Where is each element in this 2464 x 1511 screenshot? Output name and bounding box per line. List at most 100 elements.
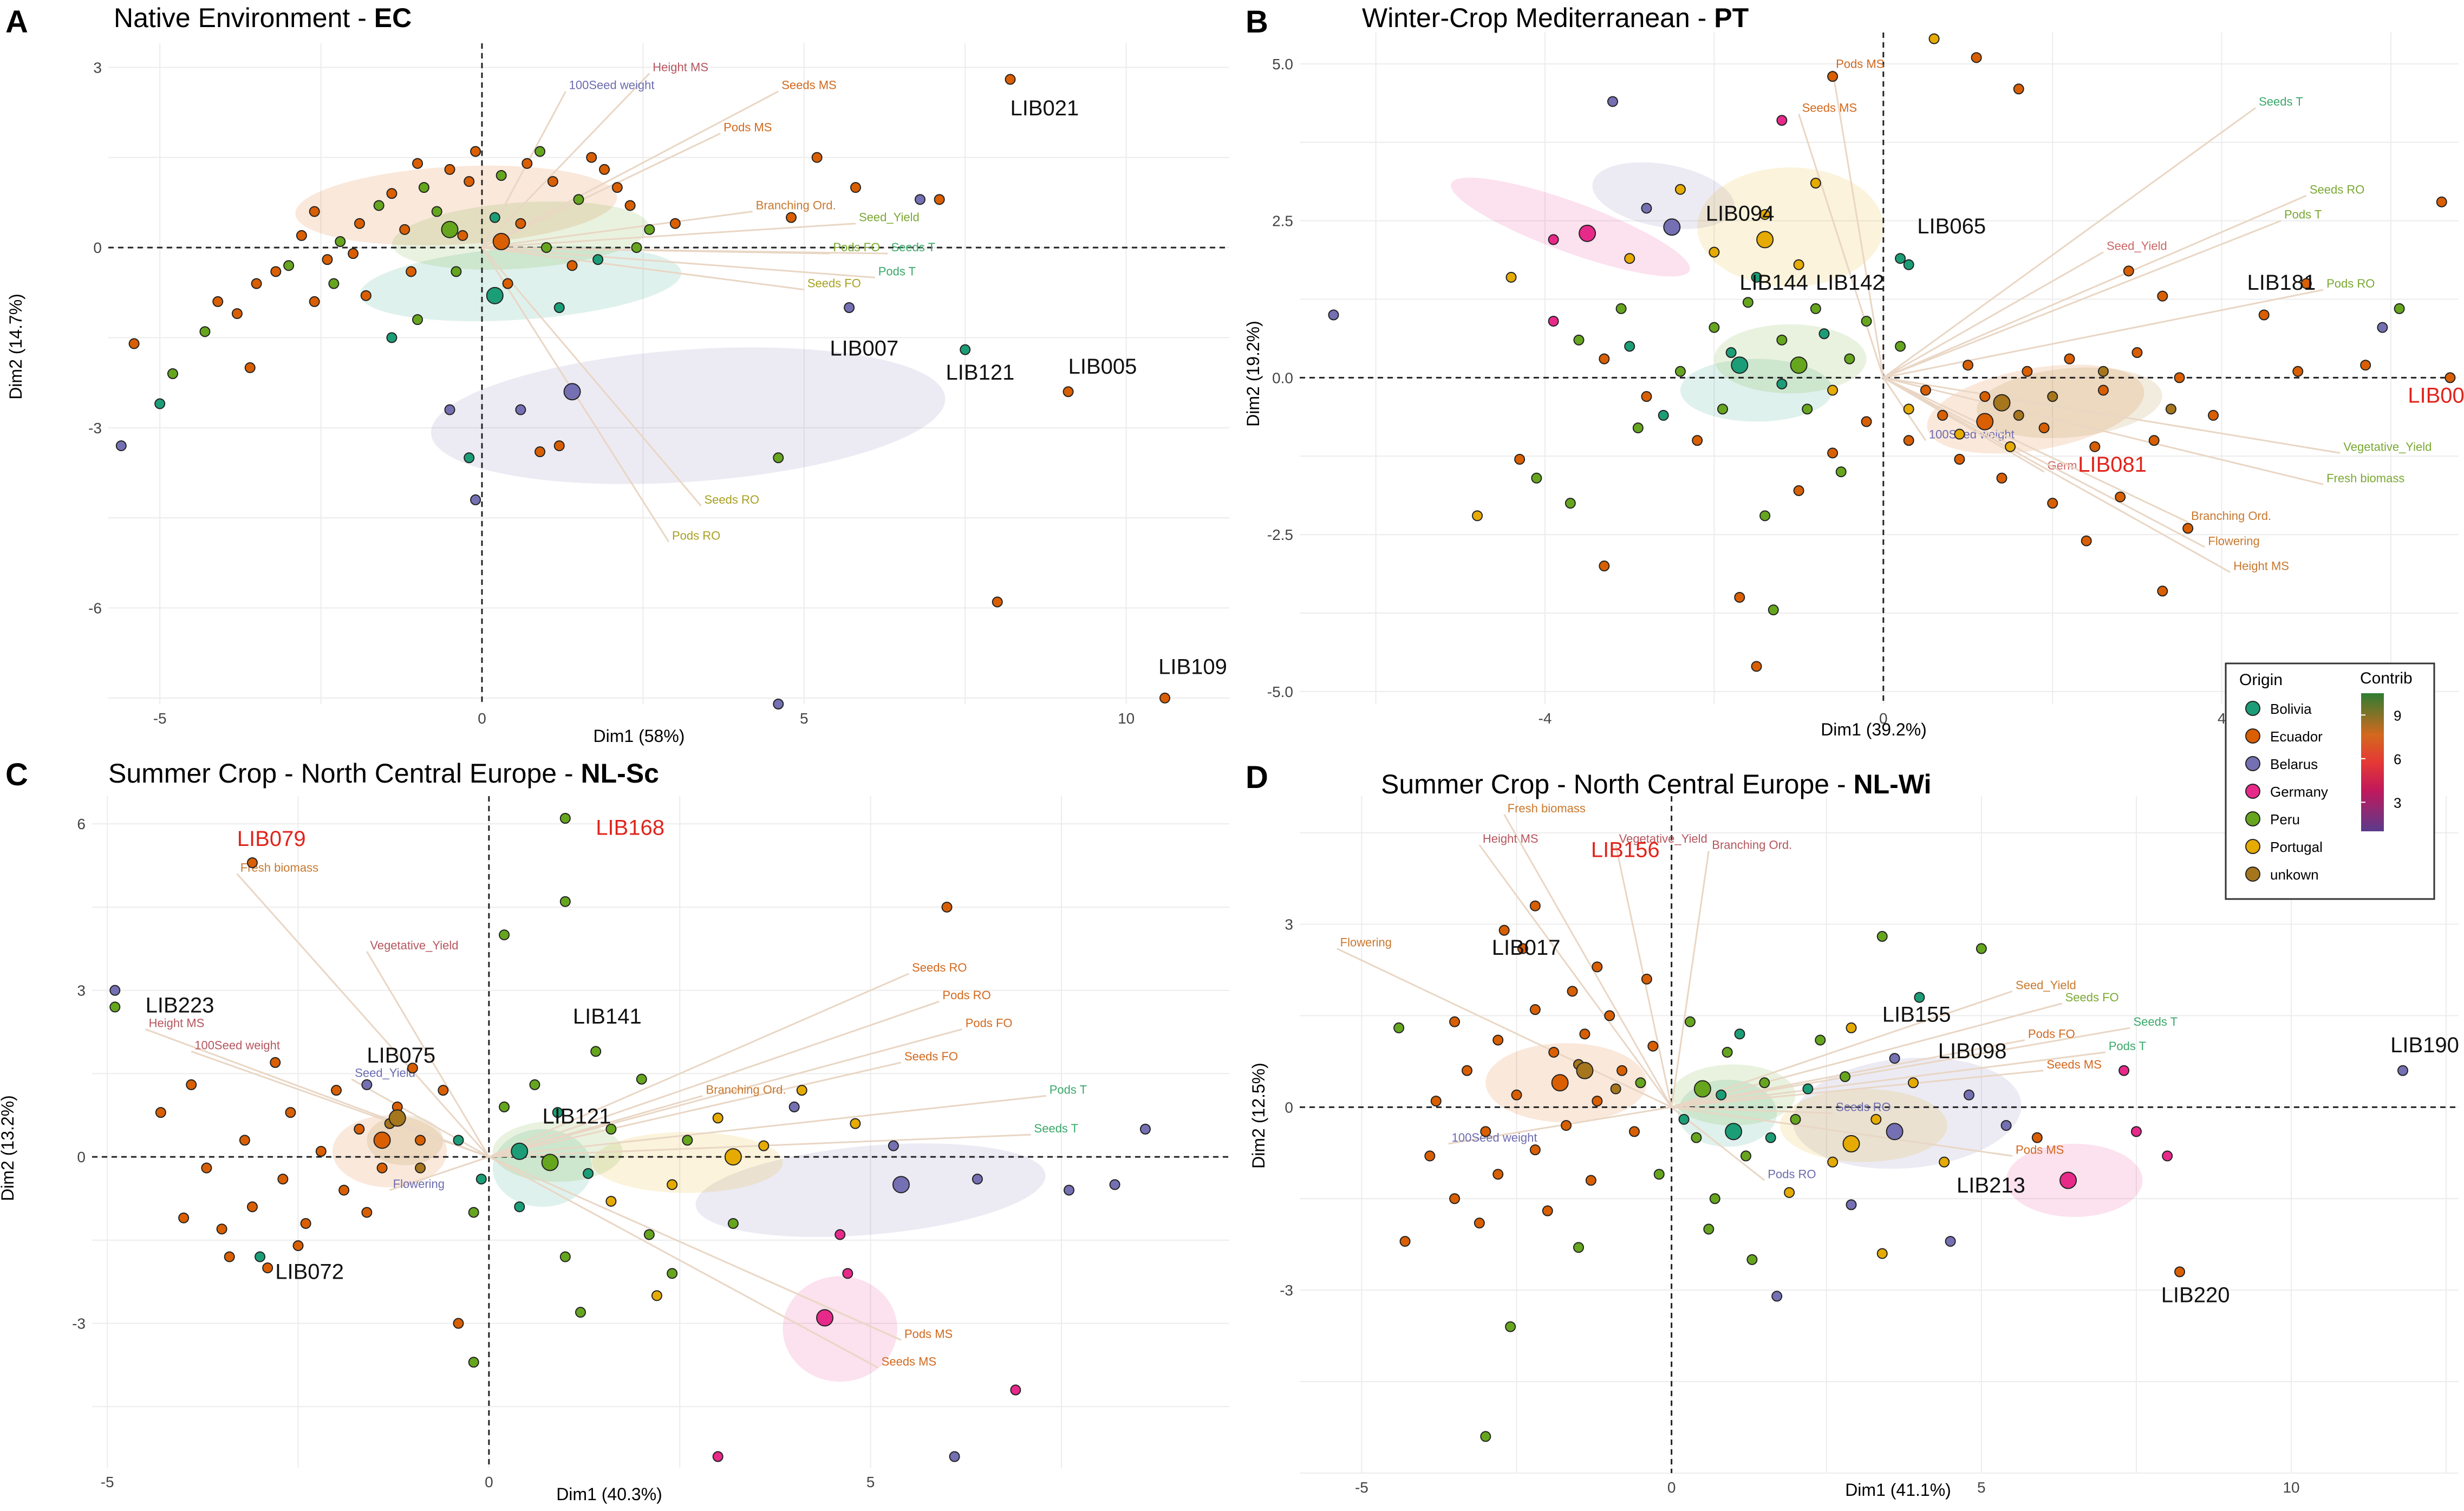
sample-point-peru [431,206,442,217]
sample-point-bolivia [489,212,500,223]
legend: Origin Contrib Bolivia Ecuador Belarus Germ… [2225,662,2435,900]
group-centroid-portugal [1756,231,1774,249]
sample-point-belarus [361,1079,373,1090]
sample-point-bolivia [453,1135,464,1146]
sample-point-ecuador [354,1123,365,1135]
loading-vector: Pods RO [488,988,991,1158]
sample-point-ecuador [2148,435,2160,446]
sample-point-ecuador [2047,498,2058,509]
vector-label: Pods MS [1836,57,1884,71]
x-tick-label: 0 [1667,1479,1676,1496]
sample-point-peru [1740,1150,1751,1162]
sample-point-peru [1565,498,1576,509]
accession-label: LIB079 [237,827,306,851]
loading-vector: 100Seed weight [1448,1106,1672,1145]
sample-point-portugal [850,1118,861,1129]
sample-point-ecuador [246,1201,258,1213]
vector-arrow [1503,814,1672,1108]
sample-point-peru [1776,334,1788,346]
sample-point-ecuador [1585,1175,1596,1186]
confidence-ellipse-ecuador [295,165,617,246]
vector-label: Seeds MS [882,1355,937,1369]
sample-point-peru [167,368,178,379]
vector-label: Vegetative_Yield [2343,440,2432,453]
loading-vector: Pods FO [488,1016,1013,1158]
sample-point-peru [605,1123,617,1135]
sample-point-ecuador [348,248,359,259]
vector-arrow [1671,1002,2062,1108]
sample-point-ecuador [1449,1016,1461,1027]
y-tick-label: 0 [93,239,102,256]
sample-point-ecuador [1734,591,1745,603]
sample-point-ecuador [786,212,797,223]
accession-label: LIB005 [1068,355,1137,379]
vector-arrow [389,1156,490,1191]
sample-point-ecuador [1827,447,1839,459]
vector-arrow [1831,70,1885,378]
sample-point-peru [1844,353,1855,364]
accession-label: LIB190 [2390,1033,2459,1057]
sample-point-ecuador [453,1318,464,1329]
sample-point-ecuador [2258,309,2270,321]
confidence-ellipse-unkown [1977,367,2162,438]
y-tick-label: 3 [1285,916,1293,933]
accession-label: LIB142 [1816,271,1885,295]
sample-point-ecuador [2115,491,2126,503]
sample-point-ecuador [309,296,320,307]
sample-point-ecuador [2182,523,2194,534]
sample-point-ecuador [1692,435,1703,446]
sample-point-peru [2394,303,2405,314]
sample-point-ecuador [1599,353,1610,364]
group-centroid-ecuador [1976,413,1994,431]
sample-point-portugal [1784,1187,1795,1198]
loading-vector: Seed_Yield [1883,239,2167,379]
loading-vector: Seeds FO [488,1050,958,1158]
panel-letter: A [5,4,28,40]
sample-point-ecuador [2131,347,2143,359]
legend-swatch [2245,867,2260,882]
sample-point-ecuador [464,176,475,187]
sample-point-belarus [1109,1179,1120,1190]
loading-vector: Seeds T [1671,1015,2178,1108]
sample-point-ecuador [457,230,468,241]
panel-title: Winter-Crop Mediterranean - PT [1362,3,1749,33]
group-centroid-germany [1579,224,1596,242]
sample-point-ecuador [2300,278,2312,289]
sample-point-ecuador [1861,416,1872,427]
sample-point-ecuador [399,224,410,235]
vector-label: Pods T [1050,1083,1087,1096]
sample-point-peru [1653,1169,1665,1180]
colorbar-gradient [2361,693,2384,831]
loading-vector: Branching Ord. [1883,377,2271,523]
confidence-ellipse-bolivia [360,246,682,322]
sample-point-ecuador [850,182,861,193]
loading-vector: Fresh biomass [236,861,490,1158]
sample-point-ecuador [624,200,636,211]
sample-point-germany [1548,316,1559,327]
sample-point-ecuador [186,1079,197,1090]
vector-label: Seeds T [2133,1015,2178,1028]
sample-point-bolivia [255,1251,266,1262]
x-tick-label: 10 [2283,1479,2299,1496]
group-centroid-bolivia [1731,356,1749,374]
vector-label: Seeds FO [2065,991,2119,1004]
sample-point-belarus [115,440,127,452]
vector-label: Seeds T [891,240,935,254]
accession-label: LIB017 [1492,936,1561,960]
sample-point-ecuador [1492,1034,1504,1046]
sample-point-peru [451,266,462,277]
sample-point-portugal [1472,510,1483,522]
loading-vector: Pods MS [1831,57,1885,378]
sample-point-peru [529,1079,540,1090]
vector-arrow [1883,377,2188,523]
accession-label: LIB081 [2078,453,2147,477]
sample-point-ecuador [231,308,243,320]
group-centroid-germany [2059,1171,2077,1189]
sample-point-ecuador [155,1107,166,1118]
sample-point-portugal [667,1179,678,1190]
accession-label: LIB156 [1591,838,1660,862]
sample-point-ecuador [553,440,565,452]
sample-point-ecuador [2292,366,2304,377]
sample-point-belarus [1846,1199,1857,1210]
vector-arrow [488,1156,879,1369]
